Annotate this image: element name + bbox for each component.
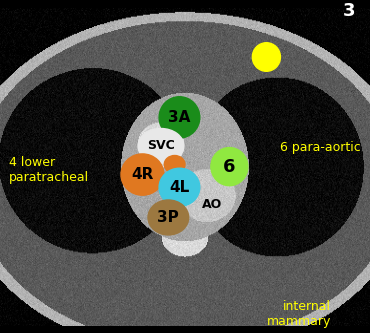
Text: 4 lower
paratracheal: 4 lower paratracheal (9, 156, 90, 184)
Text: 4L: 4L (169, 180, 189, 195)
Text: 3: 3 (343, 2, 355, 20)
Text: 3A: 3A (168, 110, 191, 125)
Text: AO: AO (202, 197, 222, 211)
Text: 6: 6 (223, 158, 236, 175)
Text: 4R: 4R (131, 167, 154, 182)
Ellipse shape (211, 148, 248, 186)
Text: internal
mammary: internal mammary (267, 300, 331, 328)
Ellipse shape (148, 200, 189, 235)
Ellipse shape (138, 129, 184, 164)
Ellipse shape (159, 168, 200, 206)
Ellipse shape (252, 43, 280, 71)
Ellipse shape (121, 154, 164, 195)
Ellipse shape (164, 156, 185, 173)
Ellipse shape (159, 97, 200, 138)
Text: 6 para-aortic: 6 para-aortic (280, 141, 361, 154)
Text: 3P: 3P (158, 210, 179, 225)
Text: SVC: SVC (147, 140, 175, 153)
